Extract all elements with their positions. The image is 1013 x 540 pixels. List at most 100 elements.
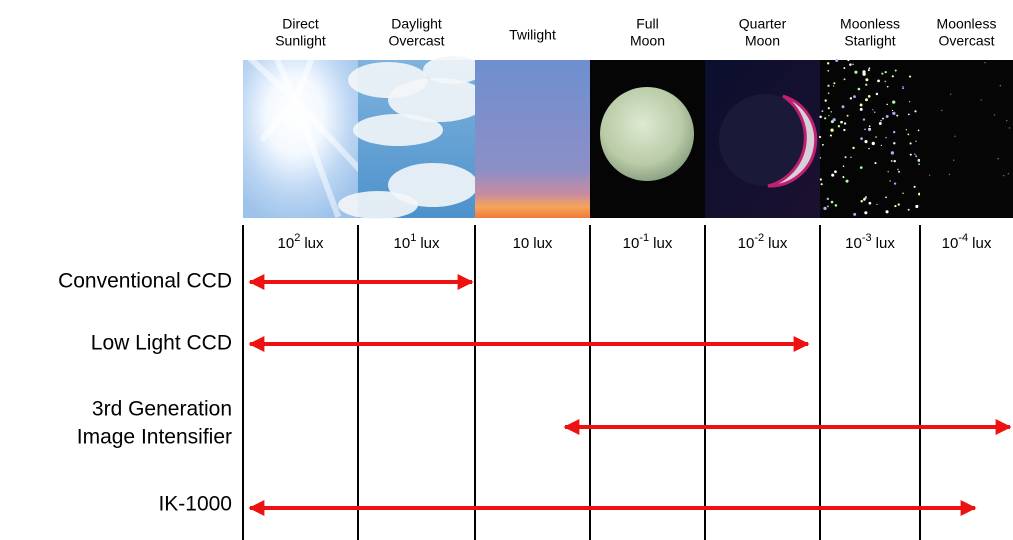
star (830, 129, 833, 132)
star (869, 125, 871, 127)
star (842, 176, 844, 178)
sky (475, 60, 590, 218)
column-header: Quarter (739, 16, 787, 32)
star (984, 62, 985, 63)
star (860, 108, 863, 111)
star (821, 183, 823, 185)
star (868, 67, 870, 69)
star (833, 82, 835, 84)
lux-unit: lux (420, 235, 440, 252)
star (864, 140, 867, 143)
star (819, 136, 821, 138)
star (914, 186, 916, 188)
lux-label: 102lux (278, 232, 324, 252)
column-header: Moon (745, 33, 780, 49)
star (914, 153, 916, 155)
star (881, 73, 883, 75)
lux-unit: lux (653, 235, 673, 252)
star (864, 129, 866, 131)
star (918, 130, 920, 132)
star (853, 95, 856, 98)
star (877, 79, 880, 82)
star (915, 205, 918, 208)
star (853, 213, 856, 216)
star (869, 202, 872, 205)
star (1008, 173, 1009, 174)
star (825, 99, 827, 101)
star (881, 145, 882, 146)
star (915, 155, 917, 157)
star (902, 86, 903, 87)
star (863, 198, 866, 201)
star (827, 198, 829, 200)
star (888, 171, 889, 172)
star (864, 211, 867, 214)
star (892, 112, 895, 115)
star (875, 136, 877, 138)
star (852, 64, 853, 65)
star (823, 207, 826, 210)
star (880, 120, 881, 121)
star (835, 204, 838, 207)
star (831, 201, 834, 204)
star (865, 196, 866, 197)
star (865, 78, 868, 81)
star (895, 69, 897, 71)
star (898, 171, 900, 173)
row-label: Conventional CCD (58, 270, 232, 293)
lux-unit: lux (768, 235, 788, 252)
star (908, 134, 910, 136)
star (820, 178, 822, 180)
ranges (250, 282, 1010, 508)
star (896, 115, 898, 117)
star (897, 169, 899, 171)
star (874, 111, 876, 113)
star (858, 88, 861, 91)
star (831, 174, 834, 177)
lux-unit: lux (304, 235, 324, 252)
star (828, 107, 830, 109)
star (820, 157, 821, 158)
star (842, 121, 843, 122)
lux-base: 10 (623, 235, 640, 252)
star (850, 157, 851, 158)
star (838, 125, 840, 127)
star (879, 122, 882, 125)
star (876, 204, 877, 205)
column-header: Twilight (509, 27, 556, 43)
star (847, 59, 849, 61)
star (868, 69, 870, 71)
star (828, 93, 829, 94)
star (862, 70, 865, 73)
lux-base: 10 (278, 235, 295, 252)
star (833, 85, 834, 86)
star (886, 115, 889, 118)
star (910, 154, 912, 156)
star (835, 59, 838, 62)
column-header: Daylight (391, 16, 442, 32)
grid (243, 225, 920, 540)
star (892, 75, 894, 77)
star (915, 141, 916, 142)
star (898, 203, 900, 205)
star (874, 162, 876, 164)
star (891, 151, 894, 154)
lux-label: 10-1 lux (623, 232, 673, 252)
star (886, 104, 888, 106)
lux-exponent: -1 (639, 232, 649, 244)
row-label: Low Light CCD (91, 332, 232, 355)
star (844, 156, 846, 158)
star (828, 115, 829, 116)
star (868, 95, 871, 98)
star (1009, 127, 1010, 128)
star (863, 118, 865, 120)
column-header: Moon (630, 33, 665, 49)
star (887, 86, 889, 88)
star (852, 147, 854, 149)
star (842, 105, 845, 108)
star (929, 175, 930, 176)
star (824, 117, 826, 119)
star (860, 137, 863, 140)
star (906, 129, 907, 130)
star (893, 142, 895, 144)
